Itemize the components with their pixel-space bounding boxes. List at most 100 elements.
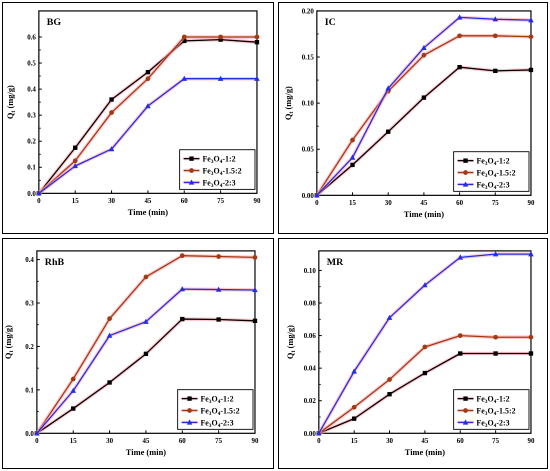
- data-point: [457, 333, 463, 338]
- data-point: [252, 287, 258, 293]
- panel-title: IC: [325, 17, 336, 28]
- data-point: [143, 318, 149, 324]
- data-point: [492, 33, 498, 39]
- data-point: [216, 317, 221, 322]
- x-tick-label: 90: [252, 438, 259, 445]
- data-point: [385, 85, 391, 91]
- data-point: [492, 251, 499, 257]
- y-tick-label: 0.4: [27, 87, 36, 94]
- y-tick-label: 0.10: [304, 268, 317, 275]
- data-point: [457, 33, 462, 39]
- x-tick-label: 0: [317, 438, 321, 445]
- data-point: [108, 146, 115, 152]
- x-tick-label: 15: [72, 198, 79, 205]
- legend-label: Fe3O4-2:3: [200, 418, 233, 428]
- legend-label: Fe3O4-2:3: [476, 180, 509, 190]
- x-tick-label: 45: [420, 200, 427, 207]
- legend-marker: [189, 156, 194, 161]
- data-point: [350, 162, 355, 168]
- data-point: [72, 158, 78, 164]
- legend-label: Fe3O4-1:2: [476, 395, 509, 405]
- y-tick-label: 0.10: [302, 101, 315, 108]
- data-point: [252, 255, 258, 260]
- chart-panel-ic: 0.00 0.05 0.10 0.15 0.20 0 15 30 45 60 75 90 Time (m…: [278, 2, 548, 234]
- data-point: [387, 377, 392, 382]
- data-point: [179, 253, 185, 259]
- data-point: [70, 387, 77, 393]
- x-tick-label: 45: [142, 438, 149, 445]
- x-tick-label: 0: [35, 438, 39, 445]
- y-tick-label: 0.05: [302, 147, 315, 154]
- data-point: [218, 37, 223, 42]
- data-point: [143, 274, 149, 280]
- data-point: [422, 370, 428, 376]
- legend-marker: [463, 158, 468, 163]
- y-axis-title: Qt (mg/g): [3, 325, 15, 359]
- x-tick-label: 0: [315, 200, 319, 207]
- data-point: [492, 16, 499, 22]
- legend-label: Fe3O4-1.5:2: [202, 167, 241, 177]
- y-tick-label: 0.02: [304, 398, 317, 405]
- data-point: [217, 75, 224, 81]
- chart-svg-bg: 0.0 0.1 0.2 0.3 0.4 0.5 0.6 0 15 30 45 60 75 90 Time (…: [5, 10, 261, 217]
- data-point: [107, 380, 112, 385]
- data-point: [422, 282, 428, 288]
- legend-label: Fe3O4-1:2: [476, 157, 509, 167]
- y-tick-label: 0.4: [25, 257, 34, 264]
- x-tick-label: 45: [421, 438, 428, 445]
- data-point: [493, 351, 498, 356]
- legend-label: Fe3O4-1:2: [202, 155, 235, 165]
- y-tick-label: 0.08: [304, 300, 317, 307]
- panel-title: RhB: [45, 257, 65, 268]
- data-point: [528, 67, 534, 73]
- data-point: [387, 392, 392, 397]
- y-tick-label: 0.1: [25, 387, 34, 394]
- data-point: [457, 254, 464, 260]
- x-tick-label: 0: [37, 198, 41, 205]
- data-point: [493, 68, 498, 74]
- data-point: [182, 38, 187, 44]
- y-tick-label: 0.2: [25, 344, 34, 351]
- data-point: [528, 251, 534, 257]
- legend-marker: [463, 408, 468, 413]
- x-tick-label: 30: [385, 200, 392, 207]
- y-tick-label: 0.3: [27, 113, 36, 120]
- data-point: [458, 351, 463, 356]
- chart-panel-rhb: 0.0 0.1 0.2 0.3 0.4 0 15 30 45 60 75 90 Time (min) Qt…: [2, 238, 274, 469]
- y-axis-title: Qt (mg/g): [283, 86, 295, 120]
- x-axis-title: Time (min): [405, 447, 445, 457]
- legend-marker: [462, 181, 469, 187]
- data-point: [314, 192, 320, 198]
- data-point: [528, 334, 534, 340]
- legend-marker: [188, 179, 195, 185]
- data-point: [72, 163, 78, 169]
- x-tick-label: 30: [108, 198, 115, 205]
- data-point: [179, 286, 186, 292]
- data-point: [145, 76, 151, 82]
- chart-svg-ic: 0.00 0.05 0.10 0.15 0.20 0 15 30 45 60 75 90 Time (m…: [283, 8, 535, 219]
- data-point: [70, 376, 76, 382]
- data-point: [528, 17, 534, 23]
- data-point: [218, 34, 223, 40]
- y-axis-title: Qt (mg/g): [285, 325, 297, 359]
- data-point: [109, 97, 114, 102]
- y-tick-label: 0.00: [304, 431, 317, 438]
- x-tick-label: 15: [351, 438, 358, 445]
- x-tick-label: 75: [492, 200, 499, 207]
- legend-label: Fe3O4-2:3: [476, 418, 509, 428]
- data-point: [457, 64, 462, 70]
- x-tick-label: 75: [217, 198, 224, 205]
- data-point: [421, 44, 427, 50]
- x-tick-label: 60: [457, 438, 464, 445]
- y-tick-label: 0.0: [25, 431, 34, 438]
- data-point: [145, 69, 151, 75]
- panel-title: BG: [47, 17, 62, 28]
- data-point: [254, 40, 260, 45]
- legend-label: Fe3O4-1:2: [200, 395, 233, 405]
- data-point: [180, 316, 185, 322]
- y-tick-label: 0.6: [27, 34, 36, 41]
- data-point: [254, 75, 260, 81]
- y-tick-label: 0.1: [27, 165, 36, 172]
- data-point: [351, 368, 357, 374]
- x-tick-label: 75: [215, 438, 222, 445]
